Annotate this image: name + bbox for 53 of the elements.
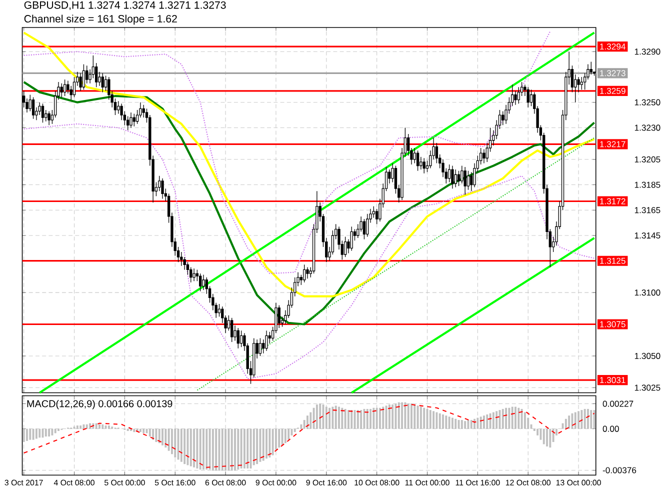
- candlestick: [183, 256, 186, 270]
- y-tick-label: 1.3185: [634, 182, 660, 188]
- candlestick: [66, 80, 70, 94]
- ref-line-label: 1.3172: [600, 198, 626, 204]
- ref-line-label: 1.3075: [600, 321, 626, 328]
- candlestick: [202, 274, 205, 290]
- candlestick: [26, 98, 28, 113]
- line-series: [23, 123, 595, 380]
- y-tick-label: 1.3100: [634, 290, 660, 296]
- candlestick: [504, 104, 508, 124]
- y-tick-label: 1.3145: [634, 232, 660, 239]
- line-series: [23, 30, 551, 274]
- ref-line-label: 1.3125: [600, 258, 626, 264]
- candlestick: [482, 148, 486, 164]
- candlestick: [442, 159, 444, 178]
- candlestick: [192, 268, 196, 282]
- y-tick-label: 1.3290: [634, 48, 660, 55]
- ref-line-label: 1.3259: [600, 88, 626, 94]
- y-tick-label: 1.3050: [634, 352, 660, 360]
- candlestick: [108, 76, 110, 100]
- candlestick: [420, 156, 422, 170]
- y-tick-label: 0.00227: [602, 400, 634, 407]
- ref-line-label: 1.3273: [600, 70, 626, 76]
- candlestick: [451, 165, 454, 189]
- y-tick-label: 0.00: [602, 426, 619, 432]
- chart-title: GBPUSD,H1 1.3274 1.3274 1.3271 1.3273: [24, 1, 226, 10]
- candlestick: [120, 103, 123, 120]
- candlestick: [265, 330, 268, 352]
- y-tick-label: 1.3230: [634, 124, 660, 131]
- candlestick: [514, 90, 517, 106]
- candlestick: [586, 64, 590, 80]
- candlestick: [473, 162, 476, 188]
- ref-line-label: 1.3217: [600, 141, 626, 148]
- y-tick-label: 1.3205: [634, 156, 660, 162]
- candlestick: [306, 266, 309, 279]
- candlestick: [48, 110, 50, 126]
- y-tick-label: 1.3250: [634, 99, 660, 106]
- line-series: [22, 32, 596, 298]
- ref-line-label: 1.3031: [600, 377, 626, 384]
- candlestick: [360, 216, 362, 232]
- y-tick-label: 1.3165: [634, 207, 660, 214]
- ref-line-label: 1.3294: [600, 44, 626, 50]
- candlestick: [130, 112, 132, 128]
- chart-title: MACD(12,26,9) 0.00166 0.00139: [27, 400, 172, 410]
- y-tick-label: 1.3025: [634, 384, 660, 391]
- candlestick: [464, 166, 466, 196]
- candlestick: [161, 178, 164, 200]
- candlestick: [79, 72, 82, 92]
- y-tick-label: -0.00376: [602, 467, 636, 474]
- candlestick: [88, 69, 92, 84]
- candlestick: [577, 76, 580, 93]
- chart-subtitle: Channel size = 161 Slope = 1.62: [24, 14, 177, 25]
- candlestick: [139, 102, 142, 118]
